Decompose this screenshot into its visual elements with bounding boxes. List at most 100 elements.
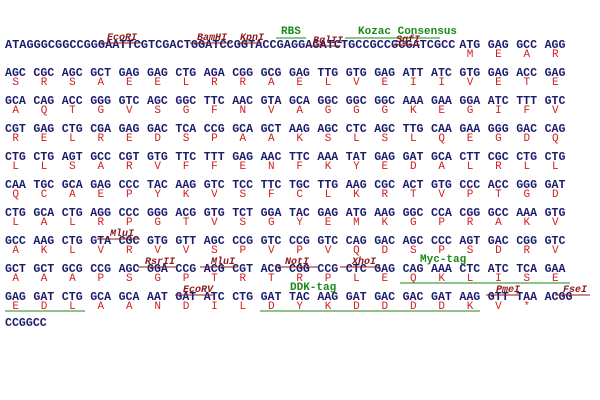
amino-acid: V [467,77,474,89]
codon: CGA [90,123,111,136]
codon: ATC [488,95,509,108]
codon: GGC [317,95,338,108]
codon: GTC [119,95,140,108]
codon: GAC [488,235,509,248]
codon: TTC [261,179,282,192]
codon: GAG [232,151,253,164]
amino-acid: L [325,189,332,201]
codon: TTC [289,151,310,164]
codon: CAG [545,123,566,136]
amino-acid: E [495,49,502,61]
amino-acid: G [524,189,531,201]
codon: GAT [431,291,452,304]
codon: GAA [459,123,480,136]
codon: GAT [346,291,367,304]
amino-acid: E [41,133,48,145]
codon: GAT [403,151,424,164]
amino-acid: T [211,273,218,285]
codon: GAC [403,291,424,304]
codon: AAC [261,151,282,164]
amino-acid: T [69,105,76,117]
codon: ATG [346,207,367,220]
codon: GAG [374,151,395,164]
codon: AAG [346,179,367,192]
codon: GTC [317,235,338,248]
codon: AGC [403,235,424,248]
amino-acid: R [98,217,105,229]
amino-acid: A [12,245,19,257]
amino-acid: S [524,273,531,285]
amino-acid: E [495,77,502,89]
feature-label: Kozac Consensus [358,26,457,38]
codon: ATC [204,291,225,304]
amino-acid: V [495,301,502,313]
amino-acid: E [126,133,133,145]
codon: AGT [459,235,480,248]
amino-acid: A [524,49,531,61]
amino-acid: L [69,245,76,257]
amino-acid: E [438,105,445,117]
amino-acid: R [495,161,502,173]
codon: AGC [5,67,26,80]
codon: CCG [289,235,310,248]
codon: CTG [175,67,196,80]
codon: GCA [431,151,452,164]
amino-acid: T [410,189,417,201]
codon: CTG [545,151,566,164]
codon: GCA [5,95,26,108]
codon: GAC [147,123,168,136]
amino-acid: D [154,133,161,145]
codon: AGC [374,123,395,136]
codon: GAG [33,123,54,136]
amino-acid: V [126,105,133,117]
codon: TTG [403,123,424,136]
codon: GTC [261,235,282,248]
codon: GGG [90,95,111,108]
amino-acid: L [69,133,76,145]
amino-acid: K [410,105,417,117]
codon: ACC [488,179,509,192]
amino-acid: S [183,133,190,145]
codon: CGT [5,123,26,136]
amino-acid: Y [296,217,303,229]
amino-acid: I [438,77,445,89]
codon: GAG [317,207,338,220]
amino-acid: S [240,189,247,201]
codon: CTG [516,151,537,164]
amino-acid: E [382,273,389,285]
codon: CTT [459,151,480,164]
amino-acid: S [69,161,76,173]
amino-acid: R [126,161,133,173]
codon: CTG [5,151,26,164]
codon: CGC [488,151,509,164]
amino-acid: V [353,77,360,89]
amino-acid: T [524,77,531,89]
codon: CCG [317,263,338,276]
amino-acid: Y [353,161,360,173]
amino-acid: V [268,105,275,117]
amino-acid: F [183,161,190,173]
codon: AGC [204,235,225,248]
amino-acid: R [12,133,19,145]
codon: GGA [261,207,282,220]
sequence-prefix: ATAGGGCGGCCGGGAATTCGTCGACTGGATCCGGTACCGA… [5,39,455,52]
amino-acid: R [41,77,48,89]
codon: AGC [62,67,83,80]
amino-acid: V [154,245,161,257]
amino-acid: E [552,77,559,89]
codon: GTG [545,207,566,220]
amino-acid: Q [438,133,445,145]
amino-acid: Q [353,245,360,257]
amino-acid: E [552,273,559,285]
amino-acid: S [382,133,389,145]
codon: CTG [62,235,83,248]
codon: TTG [317,67,338,80]
codon: AAG [459,291,480,304]
amino-acid: V [211,217,218,229]
amino-acid: D [41,301,48,313]
codon: CGC [33,67,54,80]
amino-acid: G [382,105,389,117]
codon: ATC [488,263,509,276]
feature-label: DDK-tag [290,282,336,294]
codon: TTG [317,179,338,192]
